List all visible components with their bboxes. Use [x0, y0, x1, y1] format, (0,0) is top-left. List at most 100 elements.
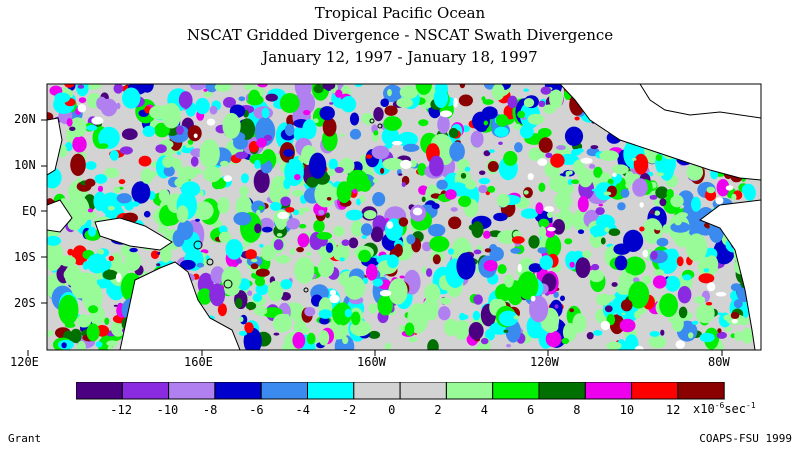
- field-gap: [453, 97, 458, 108]
- field-cell: [47, 330, 54, 336]
- field-cell: [439, 297, 452, 305]
- field-cell: [72, 245, 88, 266]
- field-cell: [398, 217, 409, 227]
- field-cell: [731, 193, 737, 201]
- field-cell: [372, 278, 384, 287]
- field-cell: [513, 123, 522, 130]
- field-cell: [603, 191, 612, 196]
- field-cell: [325, 212, 330, 219]
- field-cell: [705, 301, 713, 306]
- field-cell: [142, 125, 156, 137]
- field-cell: [624, 334, 639, 350]
- field-cell: [473, 249, 482, 255]
- field-cell: [384, 342, 392, 350]
- field-cell: [688, 332, 694, 339]
- field-gap: [206, 118, 216, 126]
- field-cell: [491, 84, 505, 101]
- field-cell: [433, 88, 449, 108]
- land-masses: [47, 84, 761, 350]
- field-cell: [365, 154, 373, 159]
- field-cell: [545, 234, 562, 258]
- field-cell: [448, 127, 459, 139]
- field-cell: [267, 280, 284, 302]
- field-cell: [539, 231, 545, 236]
- field-cell: [620, 188, 630, 198]
- field-cell: [598, 203, 603, 207]
- colorbar-swatch: [260, 382, 308, 400]
- field-cell: [316, 232, 332, 240]
- field-cell: [317, 258, 334, 278]
- field-cell: [276, 233, 283, 237]
- field-cell: [348, 237, 359, 249]
- field-cell: [291, 189, 304, 197]
- field-cell: [190, 168, 203, 175]
- field-cell: [285, 207, 295, 213]
- field-cell: [498, 310, 519, 327]
- field-cell: [678, 306, 688, 319]
- field-cell: [120, 245, 132, 257]
- field-cell: [618, 273, 635, 285]
- field-cell: [628, 281, 650, 309]
- field-cell: [283, 149, 294, 157]
- field-cell: [478, 177, 491, 185]
- field-cell: [465, 179, 477, 190]
- colorbar-label: -8: [202, 403, 218, 417]
- field-cell: [538, 182, 546, 192]
- field-cell: [248, 141, 259, 153]
- field-cell: [600, 237, 606, 245]
- field-cell: [560, 295, 565, 302]
- field-cell: [252, 293, 262, 302]
- field-cell: [691, 196, 701, 212]
- title-line-1: Tropical Pacific Ocean: [314, 4, 486, 22]
- field-cell: [503, 329, 509, 333]
- field-cell: [328, 158, 338, 170]
- field-cell: [88, 305, 99, 314]
- field-cell: [476, 125, 487, 132]
- field-gap: [277, 211, 290, 220]
- field-cell: [427, 339, 439, 350]
- field-cell: [372, 178, 378, 184]
- field-cell: [418, 119, 429, 127]
- colorbar-label: 0: [388, 403, 396, 417]
- field-cell: [429, 236, 450, 252]
- field-cell: [325, 242, 334, 253]
- field-cell: [235, 258, 243, 264]
- field-cell: [554, 191, 572, 211]
- field-cell: [537, 247, 548, 254]
- field-cell: [64, 84, 75, 88]
- field-cell: [327, 168, 336, 177]
- field-cell: [554, 213, 560, 217]
- field-gap: [379, 290, 392, 297]
- field-cell: [519, 124, 534, 139]
- colorbar-swatch: [399, 382, 447, 400]
- footer-author: Grant: [8, 432, 42, 445]
- field-cell: [656, 237, 669, 247]
- field-cell: [221, 266, 242, 291]
- field-cell: [368, 303, 377, 314]
- field-cell: [95, 341, 103, 348]
- field-cell: [263, 134, 272, 141]
- field-cell: [82, 282, 103, 312]
- field-cell: [59, 255, 76, 267]
- field-cell: [72, 135, 87, 153]
- field-gap: [517, 263, 522, 273]
- field-cell: [244, 322, 254, 334]
- field-cell: [138, 155, 152, 167]
- field-cell: [503, 150, 518, 166]
- field-cell: [545, 152, 553, 158]
- field-cell: [97, 248, 105, 255]
- field-cell: [113, 304, 119, 307]
- field-cell: [619, 318, 636, 333]
- field-cell: [196, 262, 205, 268]
- field-cell: [655, 154, 663, 162]
- lat-label-10n: 10N: [14, 158, 36, 172]
- field-cell: [535, 202, 544, 215]
- field-cell: [377, 295, 394, 316]
- field-cell: [393, 243, 403, 257]
- field-cell: [621, 164, 626, 170]
- field-cell: [243, 327, 262, 350]
- island-outlines: [193, 118, 383, 293]
- field-cell: [591, 263, 600, 271]
- field-cell: [674, 231, 692, 248]
